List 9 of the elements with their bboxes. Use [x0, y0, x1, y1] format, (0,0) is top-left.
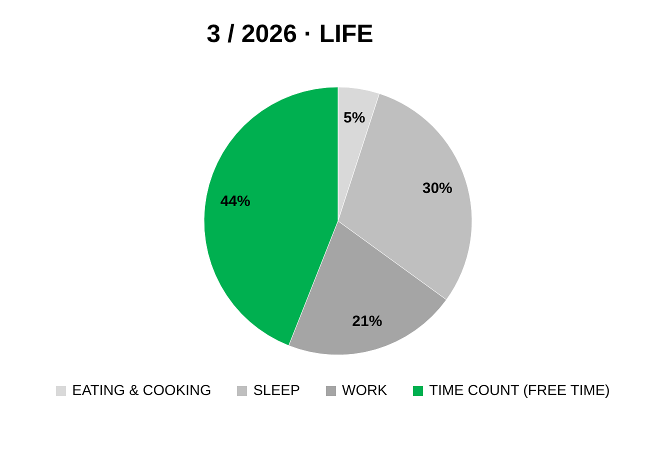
data-label: 5%: [344, 109, 366, 126]
data-label: 44%: [220, 192, 250, 210]
legend-label: WORK: [342, 383, 388, 399]
data-label: 21%: [352, 312, 382, 330]
legend-label: EATING & COOKING: [72, 383, 212, 399]
legend-label: SLEEP: [253, 383, 300, 399]
legend-label: TIME COUNT (FREE TIME): [429, 383, 610, 399]
chart-title: 3 / 2026 · LIFE: [206, 20, 374, 48]
data-label: 30%: [422, 180, 452, 198]
